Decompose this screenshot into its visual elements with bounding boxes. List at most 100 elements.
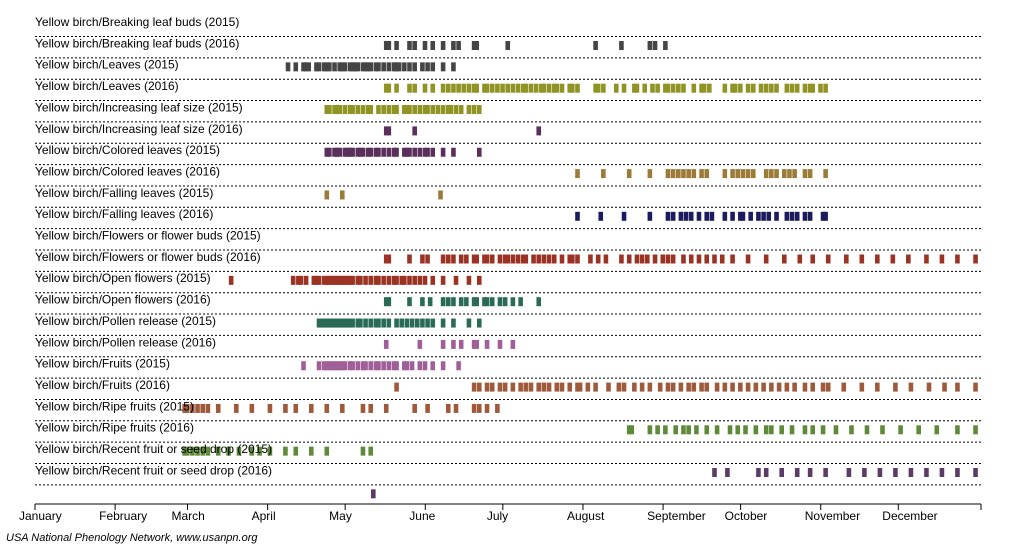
observation-mark xyxy=(412,105,417,115)
observation-mark xyxy=(409,361,415,371)
observation-mark xyxy=(440,339,446,349)
observation-mark xyxy=(327,318,332,328)
observation-mark xyxy=(412,83,417,93)
observation-mark xyxy=(761,382,766,392)
x-axis: January February March April May June July Augu… xyxy=(19,503,982,523)
observation-mark xyxy=(453,403,459,413)
observation-mark xyxy=(606,382,611,392)
observation-mark xyxy=(422,83,428,93)
observation-mark xyxy=(686,425,691,435)
timeline-row: Yellow birch/Pollen release (2016) xyxy=(35,335,981,371)
observation-mark xyxy=(575,211,580,221)
observation-mark xyxy=(324,275,330,285)
observation-mark xyxy=(489,83,495,93)
observation-mark xyxy=(523,83,529,93)
observation-mark xyxy=(769,382,774,392)
observation-mark xyxy=(234,403,239,413)
observation-mark xyxy=(402,275,407,285)
rows-layer: Yellow birch/Breaking leaf buds (2015) Ye… xyxy=(35,15,981,499)
observation-mark xyxy=(458,339,464,349)
observation-mark xyxy=(621,382,627,392)
observation-mark xyxy=(445,83,451,93)
observation-mark xyxy=(823,211,828,221)
row-label: Yellow birch/Pollen release (2015) xyxy=(35,314,216,328)
observation-mark xyxy=(345,318,350,328)
observation-mark xyxy=(593,83,598,93)
observation-mark xyxy=(360,403,366,413)
observation-mark xyxy=(820,211,826,221)
observation-mark xyxy=(226,446,231,456)
month-tick-label: October xyxy=(725,509,768,523)
observation-mark xyxy=(686,169,691,179)
observation-mark xyxy=(875,382,880,392)
observation-mark xyxy=(756,211,761,221)
observation-mark xyxy=(864,425,870,435)
observation-mark xyxy=(342,147,348,157)
observation-mark xyxy=(451,254,456,264)
observation-mark xyxy=(451,318,456,328)
observation-mark xyxy=(665,169,671,179)
observation-mark xyxy=(639,254,645,264)
observation-mark xyxy=(823,468,828,477)
observation-mark xyxy=(360,62,366,72)
observation-mark xyxy=(559,254,565,264)
observation-mark xyxy=(725,468,730,477)
observation-mark xyxy=(616,382,622,392)
observation-mark xyxy=(355,275,361,285)
observation-mark xyxy=(942,382,947,392)
observation-mark xyxy=(973,425,978,435)
observation-mark xyxy=(787,169,792,179)
observation-mark xyxy=(420,318,425,328)
observation-mark xyxy=(497,254,503,264)
observation-mark xyxy=(407,254,412,264)
observation-mark xyxy=(497,339,503,349)
observation-mark xyxy=(451,339,456,349)
observation-mark xyxy=(818,83,823,93)
observation-mark xyxy=(373,147,379,157)
observation-mark xyxy=(358,275,363,285)
observation-mark xyxy=(438,190,443,200)
observation-mark xyxy=(363,275,368,285)
timeline-row: Yellow birch/Flowers or flower buds (201… xyxy=(35,229,981,264)
observation-mark xyxy=(567,254,573,264)
observation-mark xyxy=(575,83,580,93)
observation-mark xyxy=(699,83,704,93)
observation-mark xyxy=(293,446,299,456)
observation-mark xyxy=(474,339,479,349)
observation-mark xyxy=(386,297,392,307)
observation-mark xyxy=(518,382,523,392)
month-tick-label: December xyxy=(882,509,937,523)
observation-mark xyxy=(402,105,407,115)
observation-mark xyxy=(350,147,355,157)
observation-mark xyxy=(647,382,653,392)
observation-mark xyxy=(363,318,368,328)
observation-mark xyxy=(849,425,854,435)
observation-mark xyxy=(347,318,353,328)
timeline-row: Yellow birch/Breaking leaf buds (2015) xyxy=(35,15,981,50)
observation-mark xyxy=(810,83,816,93)
observation-mark xyxy=(376,147,381,157)
observation-mark xyxy=(973,254,978,264)
observation-mark xyxy=(456,361,461,371)
observation-mark xyxy=(497,382,503,392)
observation-mark xyxy=(750,83,756,93)
observation-mark xyxy=(781,169,787,179)
observation-mark xyxy=(337,361,343,371)
observation-mark xyxy=(745,254,751,264)
observation-mark xyxy=(430,83,436,93)
observation-mark xyxy=(712,254,717,264)
timeline-row: Yellow birch/Ripe fruits (2016) xyxy=(35,421,981,456)
observation-mark xyxy=(789,425,795,435)
observation-mark xyxy=(376,275,381,285)
observation-mark xyxy=(722,382,728,392)
observation-mark xyxy=(495,83,500,93)
observation-mark xyxy=(407,147,412,157)
observation-mark xyxy=(730,254,735,264)
observation-mark xyxy=(634,254,640,264)
observation-mark xyxy=(327,361,332,371)
observation-mark xyxy=(714,425,720,435)
observation-mark xyxy=(924,468,929,477)
observation-mark xyxy=(575,169,580,179)
observation-mark xyxy=(425,318,430,328)
observation-mark xyxy=(588,254,593,264)
